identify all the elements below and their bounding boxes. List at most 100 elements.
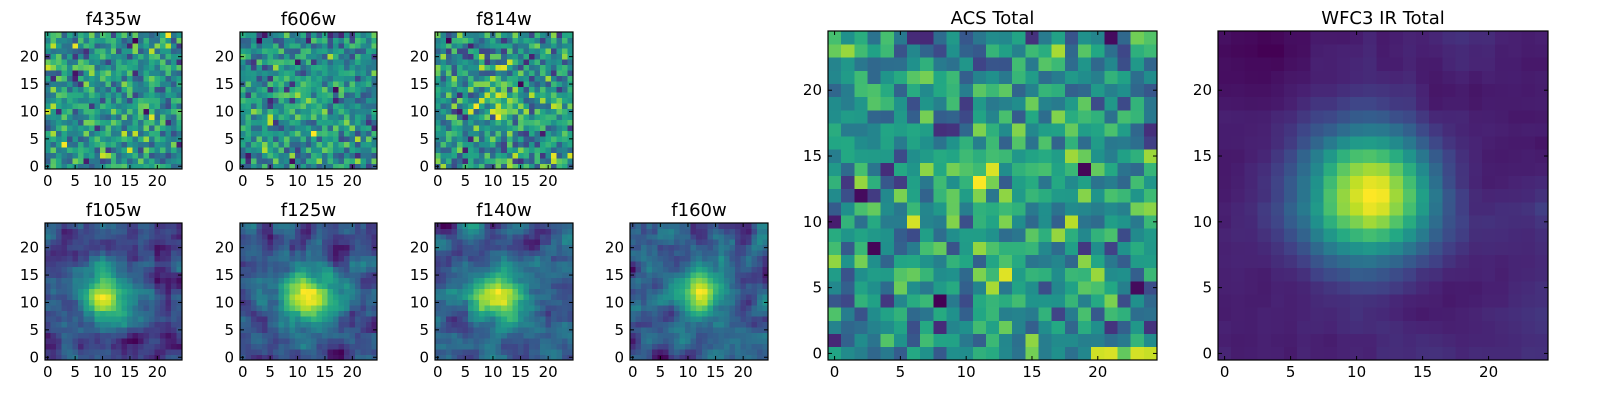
- heatmap-cell: [361, 239, 367, 245]
- heatmap-cell: [691, 267, 697, 273]
- heatmap-cell: [256, 327, 262, 333]
- heatmap-cell: [999, 307, 1012, 320]
- heatmap-cell: [479, 267, 485, 273]
- heatmap-cell: [545, 70, 551, 76]
- heatmap-cell: [116, 136, 122, 142]
- heatmap-cell: [350, 109, 356, 115]
- heatmap-cell: [116, 153, 122, 159]
- heatmap-cell: [116, 338, 122, 344]
- heatmap-cell: [746, 278, 752, 284]
- heatmap-cell: [317, 283, 323, 289]
- heatmap-cell: [100, 245, 106, 251]
- heatmap-cell: [171, 120, 177, 126]
- heatmap-cell: [273, 48, 279, 54]
- heatmap-cell: [311, 43, 317, 49]
- heatmap-cell: [463, 349, 469, 355]
- heatmap-cell: [507, 87, 513, 93]
- heatmap-cell: [240, 267, 246, 273]
- heatmap-cell: [56, 333, 62, 339]
- heatmap-cell: [361, 43, 367, 49]
- heatmap-cell: [562, 131, 568, 137]
- heatmap-cell: [311, 327, 317, 333]
- heatmap-cell: [735, 305, 741, 311]
- heatmap-cell: [311, 131, 317, 137]
- heatmap-cell: [479, 311, 485, 317]
- heatmap-cell: [446, 311, 452, 317]
- heatmap-cell: [300, 103, 306, 109]
- heatmap-cell: [100, 65, 106, 71]
- heatmap-cell: [333, 261, 339, 267]
- heatmap-cell: [652, 333, 658, 339]
- heatmap-cell: [306, 261, 312, 267]
- heatmap-cell: [267, 272, 273, 278]
- heatmap-cell: [289, 278, 295, 284]
- heatmap-cell: [523, 278, 529, 284]
- heatmap-cell: [322, 261, 328, 267]
- heatmap-cell: [680, 272, 686, 278]
- heatmap-cell: [669, 239, 675, 245]
- heatmap-cell: [89, 239, 95, 245]
- heatmap-cell: [149, 305, 155, 311]
- heatmap-cell: [751, 316, 757, 322]
- heatmap-cell: [361, 300, 367, 306]
- heatmap-cell: [355, 98, 361, 104]
- heatmap-cell: [474, 250, 480, 256]
- heatmap-cell: [496, 59, 502, 65]
- heatmap-cell: [160, 125, 166, 131]
- heatmap-cell: [333, 344, 339, 350]
- heatmap-cell: [854, 176, 867, 189]
- heatmap-cell: [735, 322, 741, 328]
- heatmap-cell: [652, 250, 658, 256]
- heatmap-cell: [171, 142, 177, 148]
- heatmap-cell: [556, 87, 562, 93]
- heatmap-cell: [468, 234, 474, 240]
- heatmap-cell: [562, 322, 568, 328]
- heatmap-cell: [490, 338, 496, 344]
- heatmap-cell: [245, 158, 251, 164]
- heatmap-cell: [273, 158, 279, 164]
- heatmap-cell: [127, 278, 133, 284]
- heatmap-cell: [350, 98, 356, 104]
- heatmap-cell: [61, 228, 67, 234]
- heatmap-cell: [144, 142, 150, 148]
- heatmap-cell: [311, 114, 317, 120]
- heatmap-cell: [100, 311, 106, 317]
- heatmap-cell: [333, 76, 339, 82]
- heatmap-cell: [328, 327, 334, 333]
- heatmap-cell: [166, 142, 172, 148]
- heatmap-cell: [160, 153, 166, 159]
- heatmap-cell: [111, 109, 117, 115]
- heatmap-cell: [647, 300, 653, 306]
- heatmap-cell: [446, 142, 452, 148]
- heatmap-cell: [284, 250, 290, 256]
- heatmap-cell: [457, 245, 463, 251]
- heatmap-cell: [289, 283, 295, 289]
- heatmap-cell: [556, 109, 562, 115]
- heatmap-cell: [556, 344, 562, 350]
- heatmap-cell: [311, 294, 317, 300]
- heatmap-cell: [366, 54, 372, 60]
- heatmap-cell: [289, 228, 295, 234]
- heatmap-cell: [534, 120, 540, 126]
- heatmap-cell: [317, 54, 323, 60]
- heatmap-cell: [474, 333, 480, 339]
- heatmap-cell: [707, 338, 713, 344]
- heatmap-cell: [262, 70, 268, 76]
- heatmap-cell: [306, 344, 312, 350]
- heatmap-cell: [45, 48, 51, 54]
- heatmap-cell: [56, 131, 62, 137]
- heatmap-cell: [545, 333, 551, 339]
- heatmap-cell: [446, 305, 452, 311]
- heatmap-cell: [333, 103, 339, 109]
- heatmap-cell: [534, 142, 540, 148]
- x-tick-label: 15: [120, 363, 139, 381]
- heatmap-cell: [262, 153, 268, 159]
- heatmap-cell: [729, 327, 735, 333]
- heatmap-cell: [166, 311, 172, 317]
- heatmap-cell: [457, 54, 463, 60]
- heatmap-cell: [133, 223, 139, 229]
- heatmap-cell: [322, 344, 328, 350]
- heatmap-cell: [523, 54, 529, 60]
- heatmap-cell: [105, 32, 111, 38]
- heatmap-cell: [138, 272, 144, 278]
